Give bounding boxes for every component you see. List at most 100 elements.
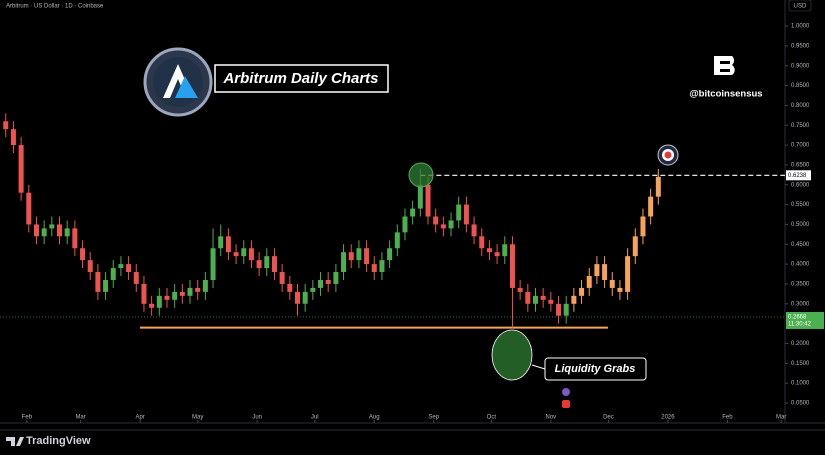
candle-body <box>80 248 86 261</box>
candle-body <box>448 220 454 229</box>
last-price-label: 0.2668 <box>788 315 807 321</box>
candle-body <box>410 208 416 217</box>
candle-body <box>586 276 592 288</box>
candle-body <box>440 224 446 229</box>
y-tick-label: 0.2000 <box>791 341 810 347</box>
candle-body <box>579 287 585 296</box>
candle-body <box>433 216 439 225</box>
countdown: 11:30:42 <box>788 322 812 328</box>
y-tick-label: 0.3500 <box>791 282 810 288</box>
handle: @bitcoinsensus <box>689 89 762 100</box>
candle-body <box>325 279 331 284</box>
candle-body <box>556 303 562 316</box>
candle-body <box>179 291 185 296</box>
candle-body <box>502 244 508 257</box>
y-tick-label: 0.5500 <box>791 202 810 208</box>
candle-body <box>463 204 469 225</box>
candle-body <box>302 291 308 304</box>
candle-body <box>532 295 538 304</box>
candle-body <box>225 236 231 253</box>
candle-body <box>425 184 431 217</box>
target-icon <box>657 144 679 166</box>
candle-body <box>133 272 139 284</box>
candle-body <box>18 145 24 193</box>
candle-body <box>333 272 339 284</box>
candle-body <box>3 121 9 130</box>
candle-body <box>387 248 393 261</box>
currency: USD <box>794 4 807 10</box>
candle-body <box>110 268 116 280</box>
candle-body <box>571 295 577 304</box>
y-tick-label: 0.6500 <box>791 162 810 168</box>
candle-body <box>525 291 531 304</box>
candle-body <box>103 279 109 292</box>
candle-body <box>210 248 216 280</box>
y-tick-label: 0.0500 <box>791 401 810 407</box>
chart-title: Arbitrum Daily Charts <box>222 70 378 87</box>
y-tick-label: 0.5000 <box>791 222 810 228</box>
candle-body <box>609 279 615 288</box>
y-tick-label: 0.8500 <box>791 83 810 89</box>
x-tick-label: Mar <box>75 415 85 421</box>
x-tick-label: Nov <box>546 415 557 421</box>
candle-body <box>394 232 400 249</box>
candle-body <box>64 228 70 237</box>
x-tick-label: Apr <box>135 415 144 421</box>
candle-body <box>26 192 32 225</box>
currency-box[interactable] <box>788 0 812 12</box>
candle-body <box>640 216 646 237</box>
candle-body <box>248 248 254 261</box>
callout-line <box>531 364 546 370</box>
candle-body <box>594 264 600 277</box>
candle-body <box>548 299 554 304</box>
candle-body <box>471 224 477 237</box>
candle-body <box>10 129 16 146</box>
tradingview-logo <box>6 437 24 446</box>
symbol-header: Arbitrum · US Dollar · 1D · Coinbase <box>6 4 104 10</box>
candle-body <box>402 216 408 233</box>
candle-body <box>218 236 224 249</box>
candle-body <box>509 244 515 288</box>
candle-body <box>156 295 162 308</box>
candle-body <box>95 272 101 292</box>
candle-body <box>417 184 423 209</box>
candle-body <box>141 283 147 304</box>
candle-body <box>256 260 262 269</box>
y-tick-label: 0.6000 <box>791 182 810 188</box>
candle-body <box>602 264 608 280</box>
candle-body <box>164 295 170 300</box>
target-label-box <box>786 170 811 181</box>
candle-body <box>648 196 654 217</box>
y-tick-label: 0.9000 <box>791 63 810 69</box>
candle-body <box>540 295 546 300</box>
candle-body <box>118 264 124 269</box>
candle-body <box>625 256 631 292</box>
candle-body <box>241 248 247 257</box>
x-tick-label: Feb <box>722 415 733 421</box>
candle-body <box>187 287 193 296</box>
y-tick-label: 0.1000 <box>791 381 810 387</box>
x-tick-label: Aug <box>369 415 380 421</box>
candle-body <box>486 248 492 253</box>
candle-body <box>149 303 155 308</box>
callout-box <box>544 357 647 381</box>
candle-body <box>72 228 78 249</box>
target-label: 0.6238 <box>788 173 807 179</box>
candle-body <box>126 264 132 273</box>
candle-body <box>172 291 178 300</box>
candle-body <box>287 283 293 292</box>
candle-body <box>271 256 277 273</box>
candle-body <box>494 252 500 257</box>
candle-body <box>517 287 523 292</box>
plot: 0.0500 0.1000 0.1500 0.2000 0.3000 0.3500 0.40… <box>0 24 824 423</box>
x-tick-label: May <box>192 415 203 421</box>
x-tick-label: Feb <box>22 415 33 421</box>
callout-text: Liquidity Grabs <box>555 363 636 375</box>
y-tick-label: 0.4500 <box>791 242 810 248</box>
candle-body <box>41 228 47 237</box>
candle-body <box>479 236 485 249</box>
liquidity-highlight <box>491 329 533 381</box>
y-tick-label: 0.9500 <box>791 43 810 49</box>
